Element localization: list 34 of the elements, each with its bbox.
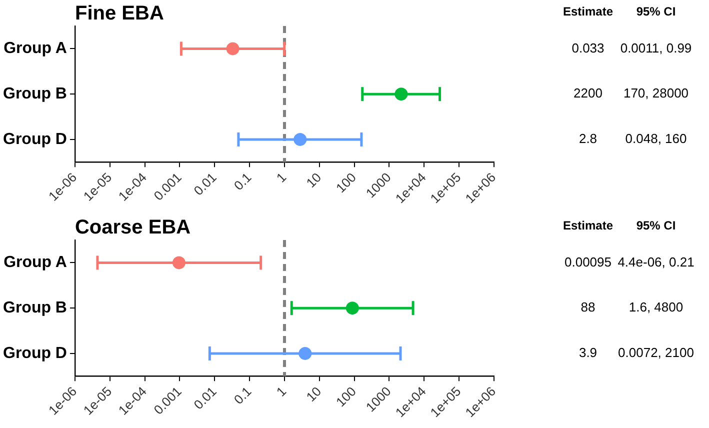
x-tick-label: 10 [303,384,324,405]
text: 1.6, 4800 [628,300,684,315]
text: Estimate [562,218,614,232]
y-tick-label: Group D [2,130,67,148]
y-tick-label: Group A [4,40,68,58]
text: 4.4e-06, 0.21 [618,254,694,270]
x-tick-label: 0.1 [230,384,254,408]
x-tick-label: 10 [303,170,324,191]
x-tick-label: 0.01 [190,384,220,412]
y-tick-label: Group B [2,299,67,316]
y-tick-label: Group D [2,344,67,362]
text: 0.00095 [564,254,612,270]
x-tick-label: 100 [333,384,359,410]
text: 95% CI [636,4,676,18]
text: 3.9 [578,345,598,360]
x-tick-label: 0.1 [230,170,254,194]
text: 170, 28000 [623,86,689,101]
x-tick-label: 0.01 [190,170,220,198]
text: 0.0011, 0.99 [620,40,692,56]
y-tick-label: Group B [2,85,67,102]
y-tick-label: Group A [4,254,68,272]
x-tick-label: 100 [333,170,359,196]
x-tick-label: 1 [273,384,290,400]
text: 95% CI [636,218,676,232]
text: 0.033 [572,40,604,56]
text: 2.8 [578,131,598,146]
chart-title: Coarse EBA [74,216,191,239]
x-tick-label: 1 [273,170,290,186]
text: 2200 [574,86,602,101]
text: 0.048, 160 [625,131,687,146]
text: 88 [580,300,596,315]
text: 0.0072, 2100 [618,345,694,360]
text: Estimate [562,4,614,18]
chart-title: Fine EBA [74,2,164,25]
